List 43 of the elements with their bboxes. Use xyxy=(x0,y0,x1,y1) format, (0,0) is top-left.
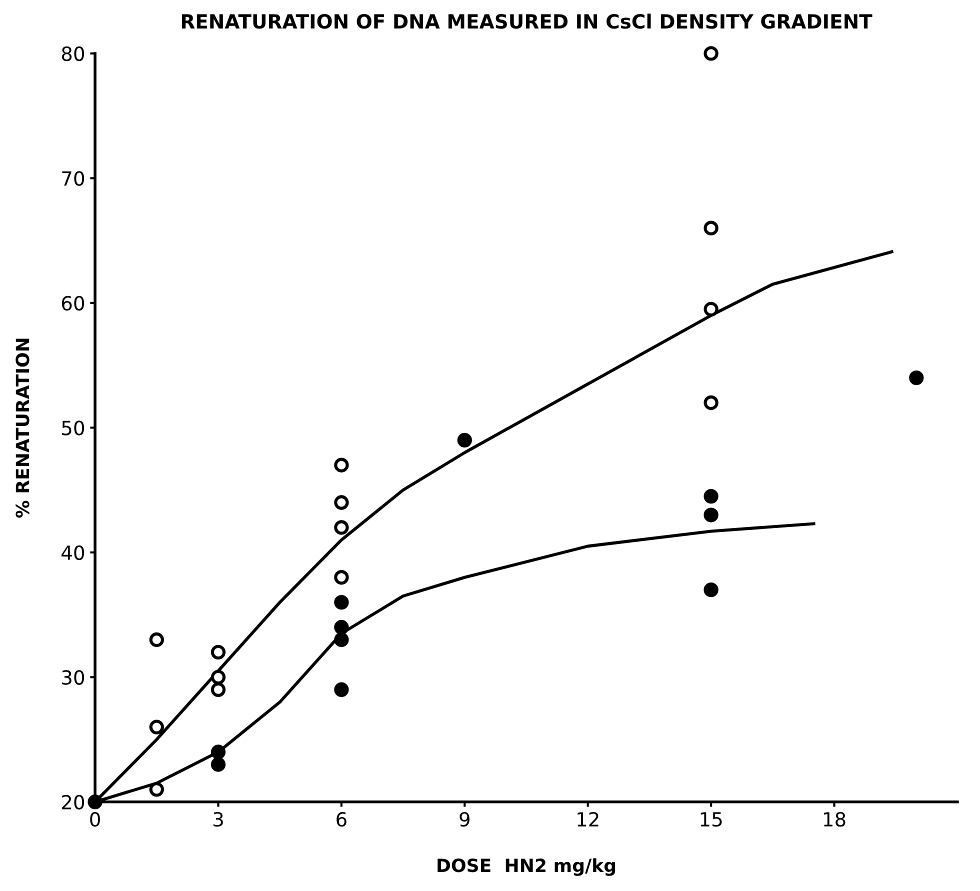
x-tick-label: 15 xyxy=(700,812,722,827)
point xyxy=(334,594,349,610)
point xyxy=(334,682,349,697)
point xyxy=(210,757,226,772)
x-axis-title: DOSE HN2 mg/kg xyxy=(438,858,616,876)
point xyxy=(704,582,718,598)
point xyxy=(149,720,164,734)
point xyxy=(334,458,349,472)
point xyxy=(210,682,226,697)
y-tick-label: 80 xyxy=(62,46,84,62)
x-tick-label: 18 xyxy=(824,812,846,827)
x-tick-label: 6 xyxy=(336,812,346,827)
point xyxy=(704,508,718,522)
x-tick-label: 0 xyxy=(90,812,100,827)
point xyxy=(704,395,718,410)
point xyxy=(334,570,349,585)
point xyxy=(334,620,349,635)
point xyxy=(334,520,349,535)
point xyxy=(210,644,226,660)
y-tick-label: 70 xyxy=(62,171,84,186)
y-axis-title: % RENATURATION xyxy=(16,338,30,518)
point xyxy=(334,495,349,510)
point xyxy=(704,220,718,236)
x-tick-label: 9 xyxy=(460,812,470,827)
point xyxy=(210,744,226,760)
point xyxy=(88,794,102,810)
x-tick-label: 12 xyxy=(578,812,598,826)
point xyxy=(704,46,718,61)
y-tick-label: 20 xyxy=(62,794,84,810)
point xyxy=(704,488,718,504)
point xyxy=(909,370,924,386)
chart-title: RENATURATION OF DNA MEASURED IN CsCl DENSITY GRADIENT xyxy=(182,14,872,29)
x-tick-label: 3 xyxy=(214,812,223,827)
y-tick-label: 60 xyxy=(62,296,84,311)
point xyxy=(457,432,472,448)
point xyxy=(149,782,164,797)
point xyxy=(334,632,349,648)
y-tick-label: 40 xyxy=(62,545,84,560)
point xyxy=(149,632,164,648)
point xyxy=(210,670,226,684)
y-tick-label: 50 xyxy=(62,420,84,436)
y-tick-label: 30 xyxy=(62,670,84,685)
point xyxy=(704,302,718,317)
